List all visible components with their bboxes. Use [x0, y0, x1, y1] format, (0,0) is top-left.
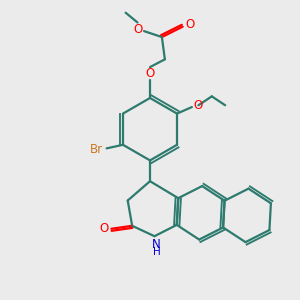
Text: N: N [152, 238, 161, 251]
Text: Br: Br [90, 143, 103, 156]
Text: O: O [146, 67, 154, 80]
Text: O: O [185, 18, 195, 31]
Text: O: O [99, 222, 109, 235]
Text: O: O [133, 22, 142, 35]
Text: H: H [153, 247, 160, 257]
Text: O: O [194, 99, 203, 112]
